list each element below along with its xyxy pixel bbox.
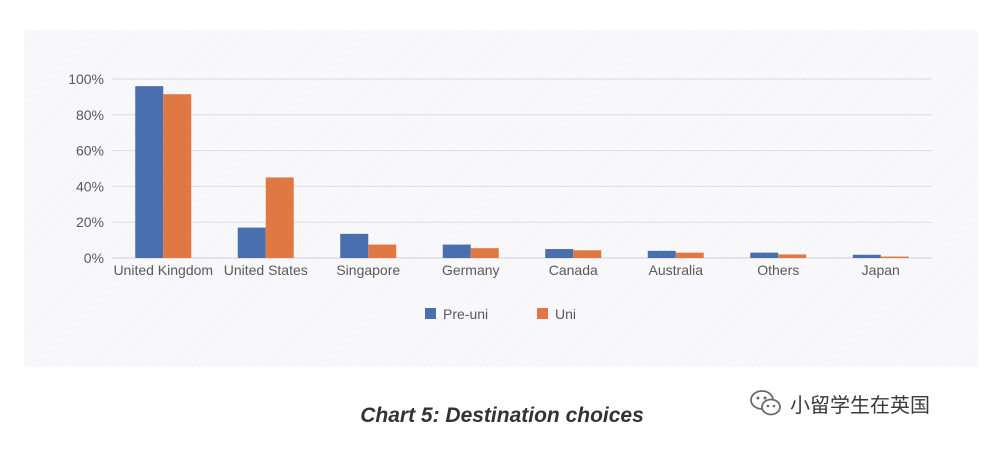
legend: Pre-uni Uni (425, 306, 576, 322)
chart-panel: 0% 20% 40% 60% 80% 100% United Kingdom United … (24, 30, 978, 367)
bar-pre-uni-japan (852, 254, 881, 258)
bar-uni-united-states (265, 177, 294, 258)
bar-uni-united-kingdom (163, 94, 192, 258)
x-tick-label: Australia (649, 262, 704, 278)
bar-chart: 0%20%40%60%80%100% United Kingdom United … (68, 71, 932, 322)
bar-uni-singapore (368, 244, 397, 258)
x-tick-label: Japan (862, 262, 900, 278)
bar-pre-uni-australia (647, 250, 676, 258)
watermark-text: 小留学生在英国 (790, 392, 930, 417)
bar-pre-uni-singapore (340, 233, 369, 258)
y-tick-label: 60% (76, 143, 104, 159)
x-tick-label: United Kingdom (113, 262, 213, 278)
legend-swatch-uni (537, 308, 548, 319)
bar-uni-japan (880, 256, 909, 258)
x-tick-label: Singapore (336, 262, 400, 278)
x-tick-label: United States (224, 262, 308, 278)
y-tick-label: 80% (76, 107, 104, 123)
bar-pre-uni-others (750, 252, 779, 258)
watermark: 小留学生在英国 (748, 388, 930, 418)
bar-uni-australia (675, 252, 704, 258)
x-tick-label: Canada (549, 262, 598, 278)
bar-pre-uni-germany (442, 244, 471, 258)
legend-swatch-pre-uni (425, 308, 436, 319)
x-axis-ticks: United Kingdom United States Singapore Germ… (113, 262, 899, 278)
y-tick-label: 40% (76, 178, 104, 194)
y-tick-label: 100% (68, 71, 104, 87)
chart-caption: Chart 5: Destination choices (360, 404, 644, 427)
y-tick-label: 0% (84, 250, 104, 266)
legend-label: Pre-uni (443, 306, 488, 322)
bar-pre-uni-canada (545, 249, 574, 258)
bars (135, 86, 909, 258)
bar-uni-germany (470, 248, 499, 258)
y-tick-label: 20% (76, 214, 104, 230)
bar-pre-uni-united-kingdom (135, 86, 164, 258)
x-tick-label: Others (757, 262, 799, 278)
x-tick-label: Germany (442, 262, 500, 278)
wechat-icon (750, 390, 781, 416)
bar-pre-uni-united-states (237, 227, 266, 258)
gridlines (112, 78, 932, 259)
bar-uni-others (778, 254, 807, 258)
bar-uni-canada (573, 250, 602, 258)
legend-label: Uni (555, 306, 576, 322)
y-axis-ticks: 0% 20% 40% 60% 80% 100% (68, 71, 104, 266)
